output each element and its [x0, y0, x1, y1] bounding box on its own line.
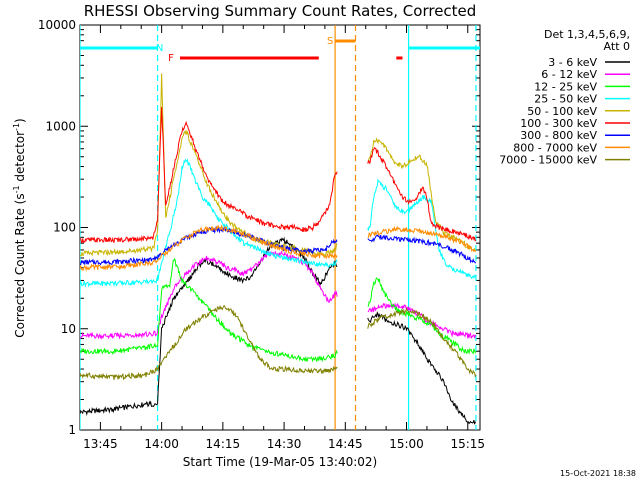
series-line	[80, 106, 477, 244]
legend-header: Det 1,3,4,5,6,9,	[544, 28, 630, 41]
y-tick-label: 1000	[45, 119, 76, 133]
generation-timestamp: 15-Oct-2021 18:38	[560, 469, 636, 478]
flag-label: F	[168, 53, 174, 64]
y-axis-label-superscript-2: -1	[12, 123, 21, 131]
legend-entry-label: 300 - 800 keV	[520, 129, 597, 142]
chart-title: RHESSI Observing Summary Count Rates, Co…	[84, 2, 477, 20]
series-line	[80, 158, 477, 288]
legend-entry-label: 12 - 25 keV	[534, 80, 597, 93]
x-tick-label: 14:45	[328, 437, 363, 451]
y-tick-label: 10000	[38, 18, 76, 32]
y-axis-label-part-2: detector	[13, 131, 27, 186]
flag-label: N	[156, 43, 163, 54]
x-tick-label: 13:45	[83, 437, 118, 451]
y-tick-label: 1	[68, 423, 76, 437]
y-axis-label-part-3: )	[13, 118, 27, 123]
series-line	[80, 257, 477, 363]
legend-entry-label: 6 - 12 keV	[541, 68, 597, 81]
y-tick-label: 10	[61, 322, 76, 336]
x-tick-label: 15:00	[389, 437, 424, 451]
x-tick-label: 15:15	[450, 437, 485, 451]
legend-entry-label: 25 - 50 keV	[534, 93, 597, 106]
y-tick-label: 100	[53, 221, 76, 235]
legend-entry-label: 800 - 7000 keV	[513, 141, 597, 154]
legend-entry-label: 50 - 100 keV	[527, 105, 597, 118]
legend-entry-label: 7000 - 15000 keV	[499, 154, 597, 167]
legend-entry-label: 3 - 6 keV	[548, 56, 597, 69]
series-line	[80, 304, 477, 381]
series-line	[80, 73, 477, 258]
plot-area: 1 10 100 1000 10000 13:45 14:00 14:15 14:30 14:45…	[38, 18, 485, 451]
plot-content	[80, 25, 480, 430]
x-tick-label: 14:30	[267, 437, 302, 451]
y-axis-label: Corrected Count Rate (s-1 detector-1)	[12, 118, 27, 337]
flag-label: S	[327, 36, 333, 47]
series-line	[80, 224, 477, 272]
legend-entry-label: 100 - 300 keV	[520, 117, 597, 130]
x-tick-label: 14:00	[144, 437, 179, 451]
x-axis-label: Start Time (19-Mar-05 13:40:02)	[183, 455, 377, 469]
x-tick-label: 14:15	[206, 437, 241, 451]
legend-header: Att 0	[604, 40, 630, 53]
y-axis-label-superscript-1: -1	[12, 185, 21, 193]
y-axis-label-part-1: Corrected Count Rate (s	[13, 193, 27, 337]
series-line	[80, 249, 477, 341]
